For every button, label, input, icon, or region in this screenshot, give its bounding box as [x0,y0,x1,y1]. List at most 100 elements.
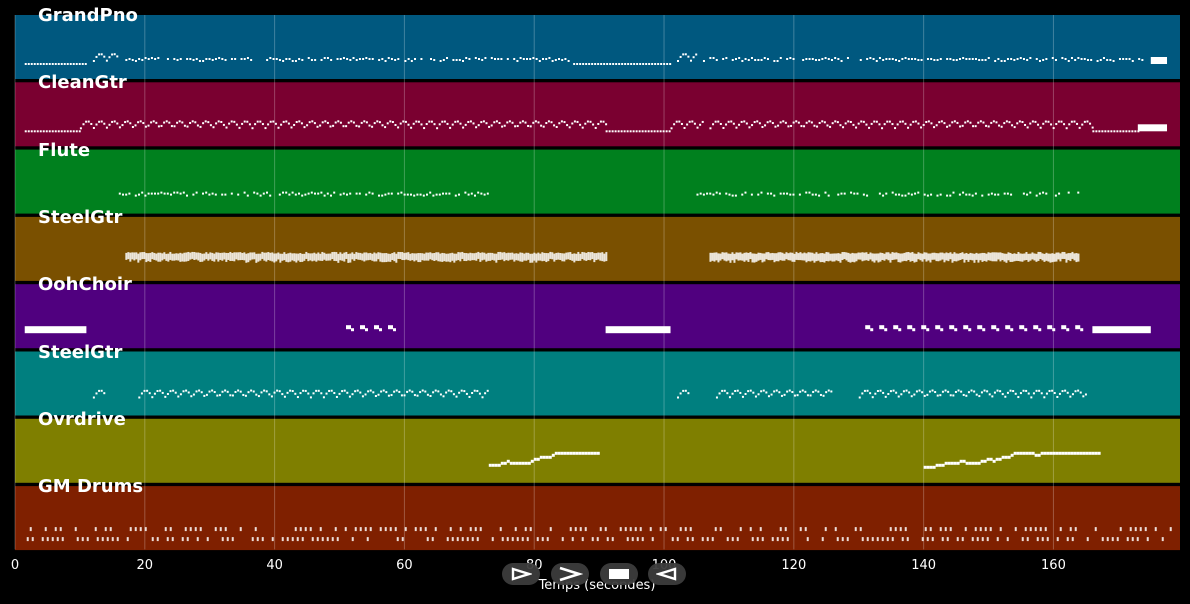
note [417,253,420,263]
note [95,123,98,126]
note [865,325,871,330]
note [747,252,750,262]
note [591,63,594,65]
note [684,527,687,532]
note [111,53,114,56]
note [712,193,715,196]
note [367,390,370,393]
note [311,537,314,542]
note [269,57,272,59]
note [334,527,337,532]
note [972,125,975,128]
note [946,537,949,542]
note [1086,120,1089,123]
note [1122,58,1125,60]
note [176,59,179,61]
note [231,252,234,261]
note [369,389,372,392]
note [465,253,468,262]
note [484,57,487,59]
note [1079,391,1082,394]
note [207,121,210,124]
note [877,253,880,263]
note [558,122,561,125]
note [1069,395,1072,398]
note [809,252,812,262]
note [830,59,833,61]
note [310,191,313,194]
note [397,192,400,195]
note [464,123,467,126]
note [833,253,836,262]
note [1063,123,1066,126]
note [287,253,290,263]
note [204,120,207,123]
note [730,120,733,123]
note [516,60,519,62]
note [1055,252,1058,262]
note [374,395,377,398]
note [824,57,827,59]
note [1086,537,1089,542]
note [182,390,185,393]
note [760,59,763,61]
back-button[interactable] [648,563,686,585]
note [971,461,975,465]
note [228,122,231,125]
note [883,253,886,261]
note [842,126,845,129]
note [403,253,406,261]
note [804,527,807,532]
note [1061,57,1064,59]
note [547,253,550,262]
note [571,253,574,261]
note [506,58,509,60]
note [696,193,699,196]
note [699,192,702,195]
note [294,392,297,395]
note [337,120,340,123]
track-label: Ovrdrive [38,408,126,430]
note [1078,126,1081,129]
note [545,58,548,60]
stop-button[interactable] [600,563,638,585]
note [505,253,508,261]
note [193,252,196,261]
note [1022,192,1025,195]
note [677,396,680,399]
note [795,120,798,123]
note [831,253,834,262]
note [979,527,982,532]
note [157,252,160,262]
note [224,389,227,392]
note [421,253,424,261]
note [1064,451,1068,455]
next-button[interactable] [551,563,589,585]
note [1122,130,1125,133]
note [230,58,233,60]
note [679,392,682,395]
note [540,124,543,127]
note [1056,395,1059,398]
note [61,537,64,542]
note [391,253,394,261]
note [686,123,689,126]
note [1077,253,1080,262]
play-button[interactable] [502,563,540,585]
note [771,122,774,125]
note [138,58,141,60]
note [787,125,790,128]
note [687,392,690,395]
note [1024,328,1028,332]
note [316,125,319,128]
note [289,252,292,262]
note [187,251,190,261]
note [261,537,264,542]
note [632,130,635,133]
note [923,394,926,397]
note [983,459,987,463]
note [399,252,402,260]
note [186,537,189,542]
note [355,124,358,127]
note [336,537,339,542]
